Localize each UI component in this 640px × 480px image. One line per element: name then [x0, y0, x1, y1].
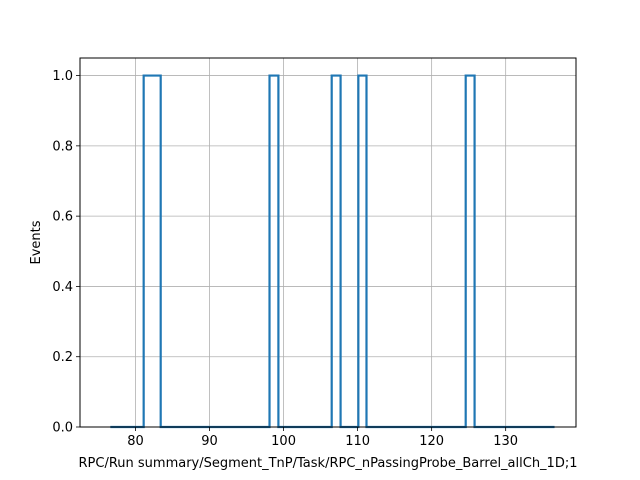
grid-layer — [80, 58, 576, 428]
x-tick-label: 100 — [271, 434, 296, 449]
y-tick-label: 0.0 — [52, 421, 73, 436]
y-tick-label: 0.2 — [52, 350, 73, 365]
x-tick-label: 120 — [419, 434, 444, 449]
x-tick-label: 130 — [493, 434, 518, 449]
y-tick-label: 0.8 — [52, 139, 73, 154]
y-axis-ticks: 0.0 0.2 0.4 0.6 0.8 1.0 — [52, 69, 80, 436]
y-tick-label: 0.4 — [52, 280, 73, 295]
y-axis-label: Events — [29, 220, 44, 264]
x-axis-label: RPC/Run summary/Segment_TnP/Task/RPC_nPa… — [79, 456, 578, 471]
x-tick-label: 110 — [345, 434, 370, 449]
series-layer — [110, 74, 555, 429]
histogram-step-line — [110, 74, 555, 429]
x-tick-label: 90 — [201, 434, 218, 449]
x-tick-label: 80 — [127, 434, 144, 449]
y-tick-label: 0.6 — [52, 210, 73, 225]
plot-frame — [79, 57, 577, 428]
x-axis-ticks: 80 90 100 110 120 130 — [127, 427, 518, 449]
y-tick-label: 1.0 — [52, 69, 73, 84]
